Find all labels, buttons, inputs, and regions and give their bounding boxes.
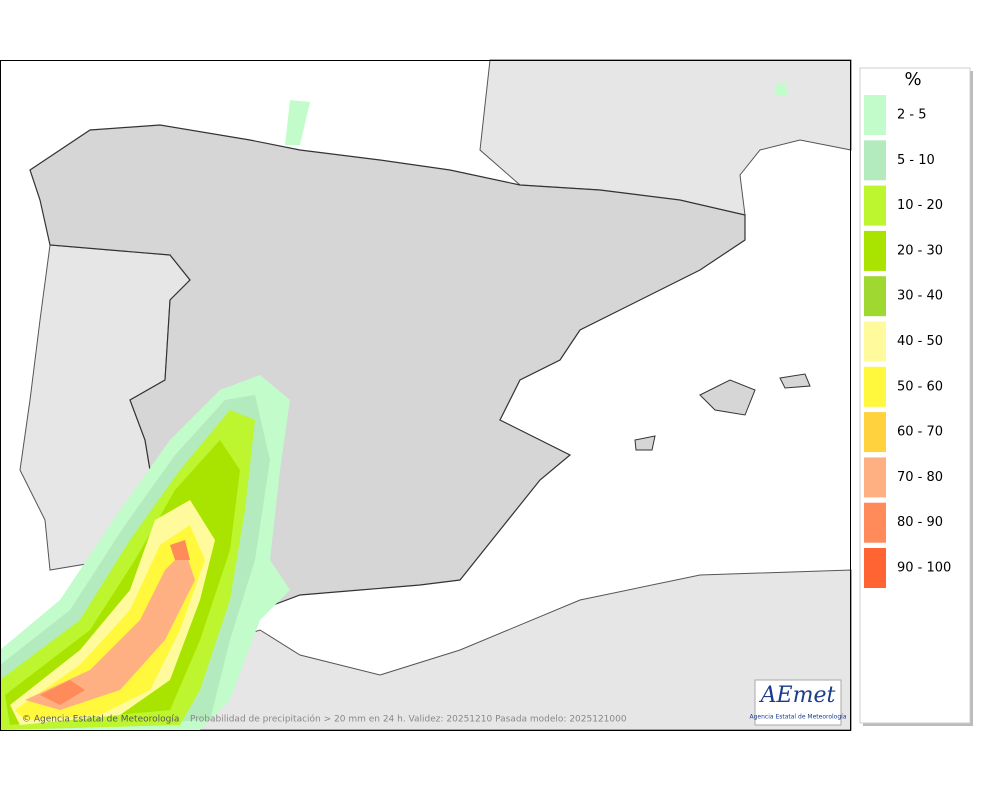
legend-swatch: [864, 366, 886, 407]
legend-swatch: [864, 412, 886, 453]
legend-swatch: [864, 276, 886, 317]
legend: % 2 - 5 5 - 10 10 - 20 20 - 30 30 - 40 40 - 5…: [859, 67, 973, 726]
map: AEmet Agencia Estatal de Meteorología © …: [0, 59, 852, 731]
precipitation: [0, 82, 788, 730]
legend-label: 90 - 100: [897, 561, 951, 576]
legend-label: 30 - 40: [897, 289, 943, 304]
legend-swatch: [864, 502, 886, 543]
logo-subtitle: Agencia Estatal de Meteorología: [750, 714, 847, 721]
credit: © Agencia Estatal de Meteorología: [22, 715, 179, 725]
legend-label: 2 - 5: [897, 108, 927, 123]
legend-label: 80 - 90: [897, 515, 943, 530]
legend-swatch: [864, 140, 886, 181]
legend-label: 60 - 70: [897, 425, 943, 440]
legend-swatch: [864, 185, 886, 226]
logo-box: [754, 679, 842, 726]
legend-label: 5 - 10: [897, 153, 935, 168]
legend-swatch: [864, 548, 886, 588]
legend-label: 50 - 60: [897, 379, 943, 394]
legend-swatch: [864, 321, 886, 362]
legend-title: %: [904, 69, 921, 90]
logo-name: AEmet: [759, 683, 836, 708]
precip-area: [40, 540, 190, 705]
legend-swatch: [864, 95, 886, 135]
legend-label: 70 - 80: [897, 470, 943, 485]
legend-swatch: [864, 230, 886, 271]
footer-caption: Probabilidad de precipitación > 20 mm en…: [190, 714, 627, 725]
legend-label: 10 - 20: [897, 198, 943, 213]
legend-label: 20 - 30: [897, 243, 943, 258]
balearic-islands: [634, 373, 811, 451]
map-frame: [0, 60, 851, 731]
legend-swatch: [864, 457, 886, 498]
precip-area: [15, 525, 205, 720]
legend-label: 40 - 50: [897, 334, 943, 349]
